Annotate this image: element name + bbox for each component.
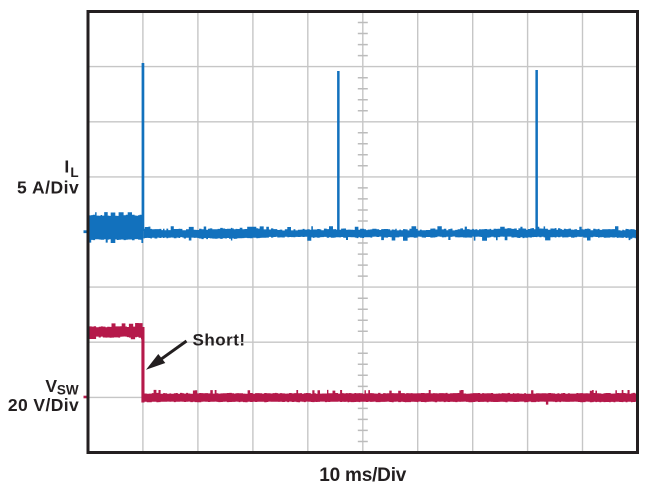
- svg-text:Short!: Short!: [193, 330, 246, 349]
- svg-text:10 ms/Div: 10 ms/Div: [319, 465, 407, 486]
- svg-text:20 V/Div: 20 V/Div: [8, 395, 79, 415]
- svg-text:L: L: [70, 165, 78, 180]
- svg-text:I: I: [64, 156, 69, 176]
- svg-text:SW: SW: [57, 383, 79, 398]
- svg-text:5 A/Div: 5 A/Div: [17, 177, 79, 197]
- svg-text:V: V: [45, 376, 57, 396]
